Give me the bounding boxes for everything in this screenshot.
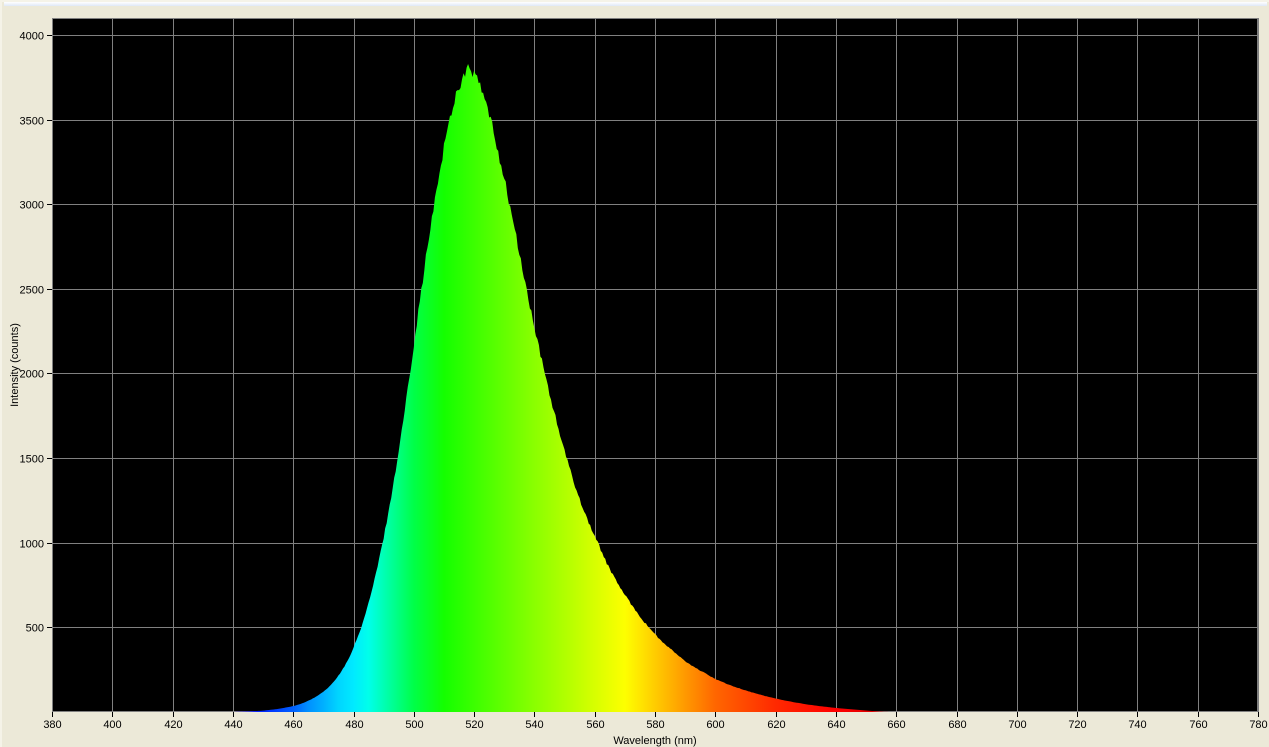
x-tick-label: 500	[405, 719, 423, 731]
y-axis-label: Intensity (counts)	[9, 323, 21, 407]
x-tick-label: 540	[525, 719, 543, 731]
y-tick-label: 1500	[20, 454, 44, 466]
app-window: 380 400 420 440 460 480 500 520 540 560 580 600 620 6…	[0, 0, 1269, 747]
x-tick-label: 660	[887, 719, 905, 731]
x-tick-label: 620	[767, 719, 785, 731]
x-tick-label: 700	[1008, 719, 1026, 731]
x-tick-label: 400	[103, 719, 121, 731]
x-tick-label: 560	[586, 719, 604, 731]
x-tick-label: 720	[1068, 719, 1086, 731]
y-tick-label: 3000	[20, 200, 44, 212]
x-tick-label: 740	[1128, 719, 1146, 731]
x-tick-label: 460	[284, 719, 302, 731]
x-axis-label: Wavelength (nm)	[613, 735, 696, 747]
x-tick-label: 780	[1249, 719, 1267, 731]
x-tick-label: 520	[465, 719, 483, 731]
x-tick-label: 480	[345, 719, 363, 731]
spectrum-chart: 380 400 420 440 460 480 500 520 540 560 580 600 620 6…	[4, 8, 1267, 745]
y-tick-label: 3500	[20, 116, 44, 128]
x-tick-label: 380	[43, 719, 61, 731]
y-tick-label: 4000	[20, 31, 44, 43]
x-tick-label: 420	[164, 719, 182, 731]
x-tick-label: 680	[948, 719, 966, 731]
y-tick-label: 1000	[20, 539, 44, 551]
y-tick-label: 2000	[20, 369, 44, 381]
y-tick-label: 2500	[20, 285, 44, 297]
window-title-strip	[4, 2, 1267, 6]
x-tick-label: 580	[646, 719, 664, 731]
x-tick-label: 640	[827, 719, 845, 731]
y-tick-label: 500	[26, 623, 44, 635]
x-tick-label: 600	[706, 719, 724, 731]
x-tick-label: 440	[224, 719, 242, 731]
x-tick-label: 760	[1189, 719, 1207, 731]
